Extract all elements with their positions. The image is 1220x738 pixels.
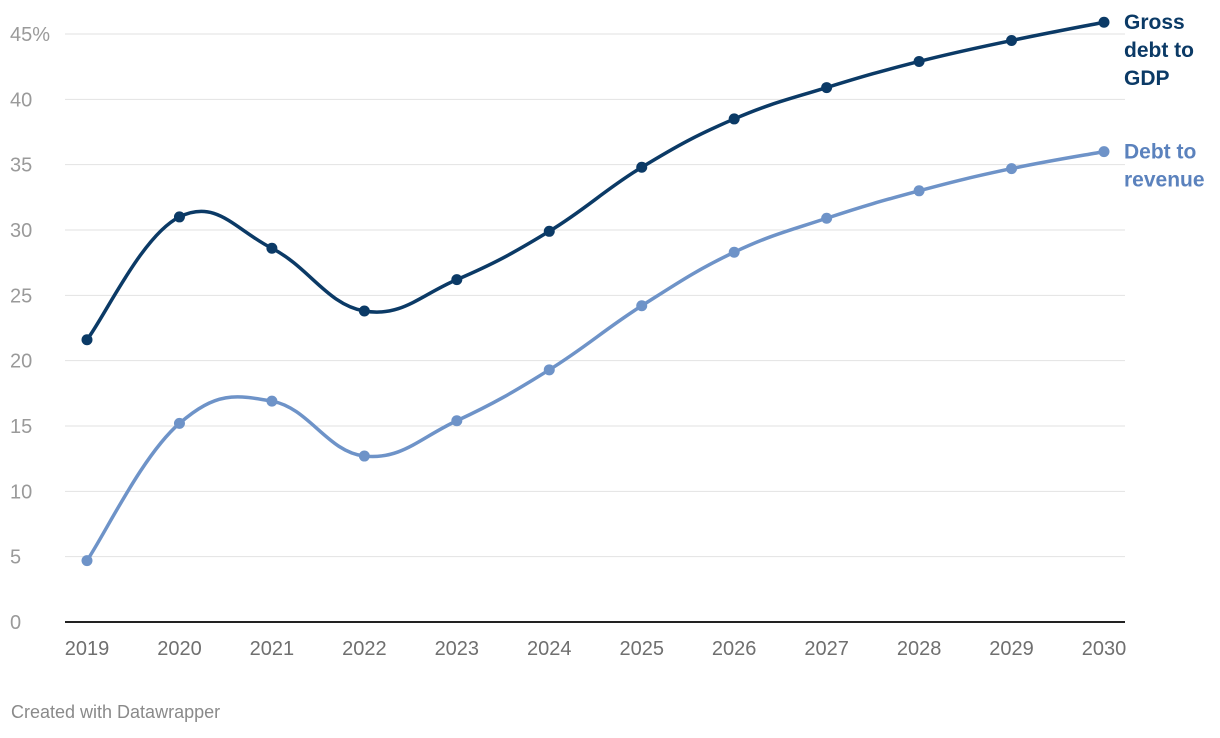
series-points [81, 16, 1110, 567]
data-point [913, 55, 925, 67]
x-tick-label: 2022 [342, 638, 387, 660]
data-point [81, 334, 93, 346]
series-labels: Gross debt to GDP Debt to revenue [1124, 11, 1205, 191]
data-point [358, 450, 370, 462]
data-point [543, 225, 555, 237]
y-tick-label: 30 [10, 220, 32, 242]
y-tick-label: 20 [10, 351, 32, 373]
x-tick-label: 2025 [619, 638, 664, 660]
data-point [821, 82, 833, 94]
y-axis: 0 5 10 15 20 25 30 35 40 45% [10, 24, 50, 634]
x-tick-label: 2024 [527, 638, 572, 660]
x-axis: 2019 2020 2021 2022 2023 2024 2025 2026 2027 2028… [65, 621, 1127, 660]
data-point [451, 415, 463, 427]
data-point [173, 417, 185, 429]
data-point [821, 212, 833, 224]
x-tick-label: 2023 [435, 638, 480, 660]
x-tick-label: 2028 [897, 638, 942, 660]
data-point [636, 161, 648, 173]
data-point [728, 113, 740, 125]
x-tick-label: 2019 [65, 638, 110, 660]
data-point [266, 242, 278, 254]
series-end-label: GDP [1124, 67, 1170, 90]
data-point [1006, 35, 1018, 47]
data-point [451, 274, 463, 286]
y-tick-label: 35 [10, 155, 32, 177]
series-end-label: debt to [1124, 39, 1194, 62]
x-tick-label: 2029 [989, 638, 1034, 660]
grid-lines [65, 33, 1125, 558]
y-tick-label: 5 [10, 547, 21, 569]
y-tick-label: 0 [10, 612, 21, 634]
data-point [636, 300, 648, 312]
data-point [1098, 16, 1110, 28]
y-tick-label: 10 [10, 481, 32, 503]
data-point [1006, 163, 1018, 175]
x-tick-label: 2027 [804, 638, 849, 660]
series-line [85, 149, 1106, 563]
series-end-label: Gross [1124, 11, 1185, 34]
series-lines [85, 20, 1106, 563]
y-tick-label: 45% [10, 24, 50, 46]
data-point [81, 555, 93, 567]
data-point [358, 305, 370, 317]
y-tick-label: 25 [10, 285, 32, 307]
y-tick-label: 15 [10, 416, 32, 438]
series-end-label: Debt to [1124, 141, 1196, 164]
x-tick-label: 2021 [250, 638, 295, 660]
datawrapper-credit: Created with Datawrapper [11, 702, 221, 722]
data-point [728, 246, 740, 258]
y-tick-label: 40 [10, 89, 32, 111]
data-point [543, 364, 555, 376]
data-point [1098, 146, 1110, 158]
x-tick-label: 2020 [157, 638, 202, 660]
x-tick-label: 2030 [1082, 638, 1127, 660]
data-point [266, 395, 278, 407]
data-point [173, 211, 185, 223]
data-point [913, 185, 925, 197]
x-tick-label: 2026 [712, 638, 757, 660]
series-end-label: revenue [1124, 169, 1205, 192]
